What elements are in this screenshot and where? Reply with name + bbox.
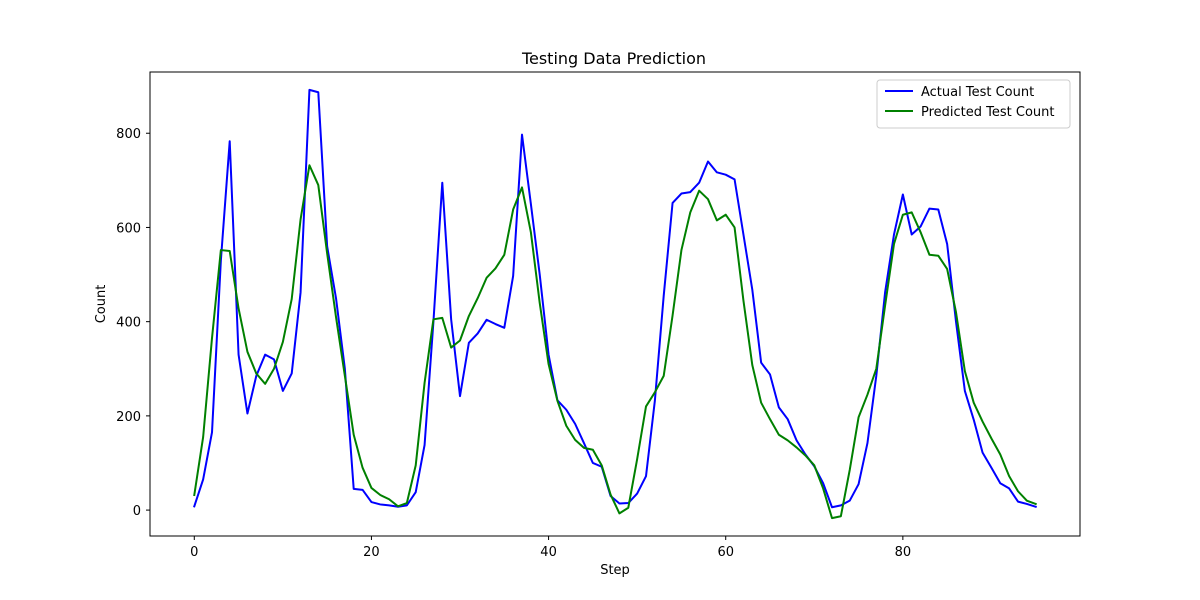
legend-label-1: Predicted Test Count	[921, 105, 1055, 120]
series-line-1	[193, 164, 1037, 520]
x-tick-label: 60	[717, 545, 734, 560]
y-tick-label: 200	[116, 410, 141, 425]
plot-frame	[149, 71, 1081, 537]
legend-box	[876, 79, 1071, 129]
chart-title: Testing Data Prediction	[521, 49, 706, 68]
x-tick-label: 0	[190, 545, 198, 560]
legend-label-0: Actual Test Count	[921, 85, 1034, 100]
y-tick-label: 400	[116, 316, 141, 331]
y-axis: 0 200 400 600 800	[116, 127, 150, 519]
y-tick-label: 0	[133, 504, 141, 519]
x-axis-label: Step	[600, 563, 630, 578]
series-line-0	[193, 88, 1037, 509]
x-tick-label: 80	[895, 545, 912, 560]
series-layer	[193, 88, 1037, 520]
legend: Actual Test Count Predicted Test Count	[876, 79, 1071, 129]
x-axis: 0 20 40 60 80	[190, 536, 911, 560]
y-tick-label: 800	[116, 127, 141, 142]
y-axis-label: Count	[94, 285, 109, 324]
x-tick-label: 20	[363, 545, 380, 560]
x-tick-label: 40	[540, 545, 557, 560]
y-tick-label: 600	[116, 221, 141, 236]
